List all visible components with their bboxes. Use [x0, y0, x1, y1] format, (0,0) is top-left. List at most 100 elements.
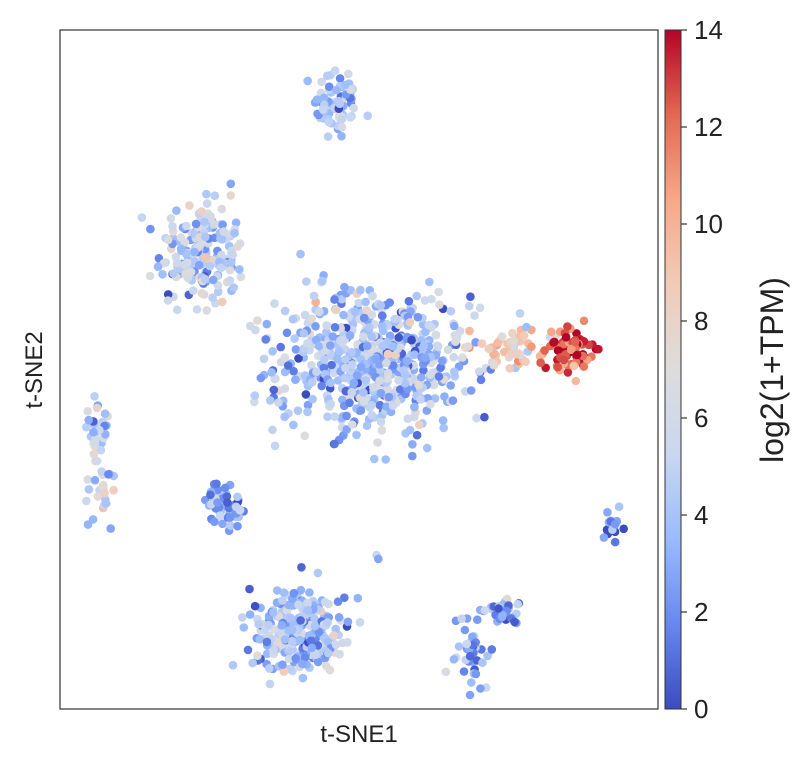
data-point	[339, 310, 348, 320]
data-point	[521, 357, 530, 367]
data-point	[146, 224, 155, 234]
data-point	[378, 341, 388, 351]
data-point	[547, 327, 556, 337]
data-point	[334, 613, 344, 622]
data-point	[563, 322, 572, 331]
data-point	[202, 199, 212, 208]
data-point	[345, 398, 354, 408]
data-point	[303, 606, 313, 615]
data-point	[93, 492, 103, 501]
data-point	[218, 519, 227, 529]
data-point	[369, 383, 378, 392]
data-point	[287, 625, 297, 635]
data-point	[230, 228, 239, 238]
data-point	[549, 338, 558, 347]
data-point	[319, 93, 329, 102]
data-point	[295, 635, 305, 645]
data-point	[320, 355, 329, 364]
data-point	[378, 322, 387, 331]
data-point	[254, 619, 263, 629]
data-point	[433, 341, 442, 351]
data-point	[264, 620, 273, 630]
data-point	[370, 454, 379, 464]
data-point	[235, 265, 244, 274]
data-point	[475, 367, 484, 376]
data-point	[213, 287, 223, 297]
data-point	[434, 372, 444, 381]
data-point	[478, 658, 487, 667]
data-point	[274, 398, 283, 407]
data-point	[335, 649, 344, 659]
colorbar-tick-label: 6	[694, 403, 708, 433]
data-point	[163, 235, 173, 245]
colorbar-tick-label: 2	[694, 597, 708, 627]
data-point	[470, 311, 479, 320]
data-point	[82, 496, 91, 506]
x-axis-label: t-SNE1	[320, 721, 397, 748]
data-point	[205, 261, 215, 271]
data-point	[427, 294, 436, 304]
data-point	[96, 445, 106, 455]
data-point	[330, 412, 340, 421]
data-point	[416, 373, 426, 382]
data-point	[250, 601, 260, 611]
data-point	[513, 599, 522, 609]
data-point	[313, 568, 323, 578]
data-point	[594, 344, 603, 354]
data-point	[413, 312, 423, 322]
data-point	[439, 423, 449, 433]
data-point	[487, 645, 497, 654]
data-point	[228, 660, 238, 670]
data-point	[290, 334, 299, 343]
data-point	[429, 380, 439, 390]
data-point	[282, 328, 292, 338]
data-point	[84, 415, 93, 425]
data-point	[90, 392, 99, 401]
data-point	[614, 502, 624, 512]
data-point	[269, 608, 278, 617]
data-point	[166, 214, 176, 223]
data-point	[402, 356, 412, 366]
data-point	[104, 470, 113, 479]
data-point	[321, 661, 331, 671]
data-point	[243, 645, 253, 655]
data-point	[330, 323, 340, 332]
data-point	[186, 267, 196, 277]
data-point	[185, 201, 194, 210]
data-point	[328, 332, 338, 341]
data-point	[236, 272, 246, 282]
data-point	[190, 247, 199, 257]
data-point	[270, 441, 280, 451]
data-point	[251, 325, 260, 335]
data-point	[331, 624, 341, 634]
data-point	[279, 588, 289, 597]
data-point	[202, 189, 211, 199]
data-point	[431, 330, 441, 340]
data-point	[225, 513, 235, 522]
data-point	[84, 485, 94, 494]
data-point	[571, 376, 581, 386]
data-point	[359, 388, 368, 397]
data-point	[352, 430, 361, 440]
data-point	[356, 362, 366, 372]
colorbar-tick-label: 4	[694, 500, 708, 530]
data-point	[408, 440, 417, 449]
data-point	[405, 425, 415, 435]
data-point	[101, 495, 110, 505]
data-point	[426, 399, 435, 409]
data-point	[307, 643, 317, 653]
data-point	[300, 310, 310, 320]
data-point	[217, 250, 226, 260]
data-point	[340, 593, 349, 602]
data-point	[337, 122, 347, 132]
data-point	[484, 344, 494, 354]
data-point	[83, 520, 93, 529]
data-point	[377, 311, 387, 321]
data-point	[381, 455, 391, 464]
data-point	[569, 361, 579, 371]
data-point	[394, 376, 403, 385]
colorbar-tick-label: 0	[694, 694, 708, 724]
data-point	[579, 316, 589, 326]
data-point	[189, 286, 198, 295]
data-point	[168, 222, 177, 231]
